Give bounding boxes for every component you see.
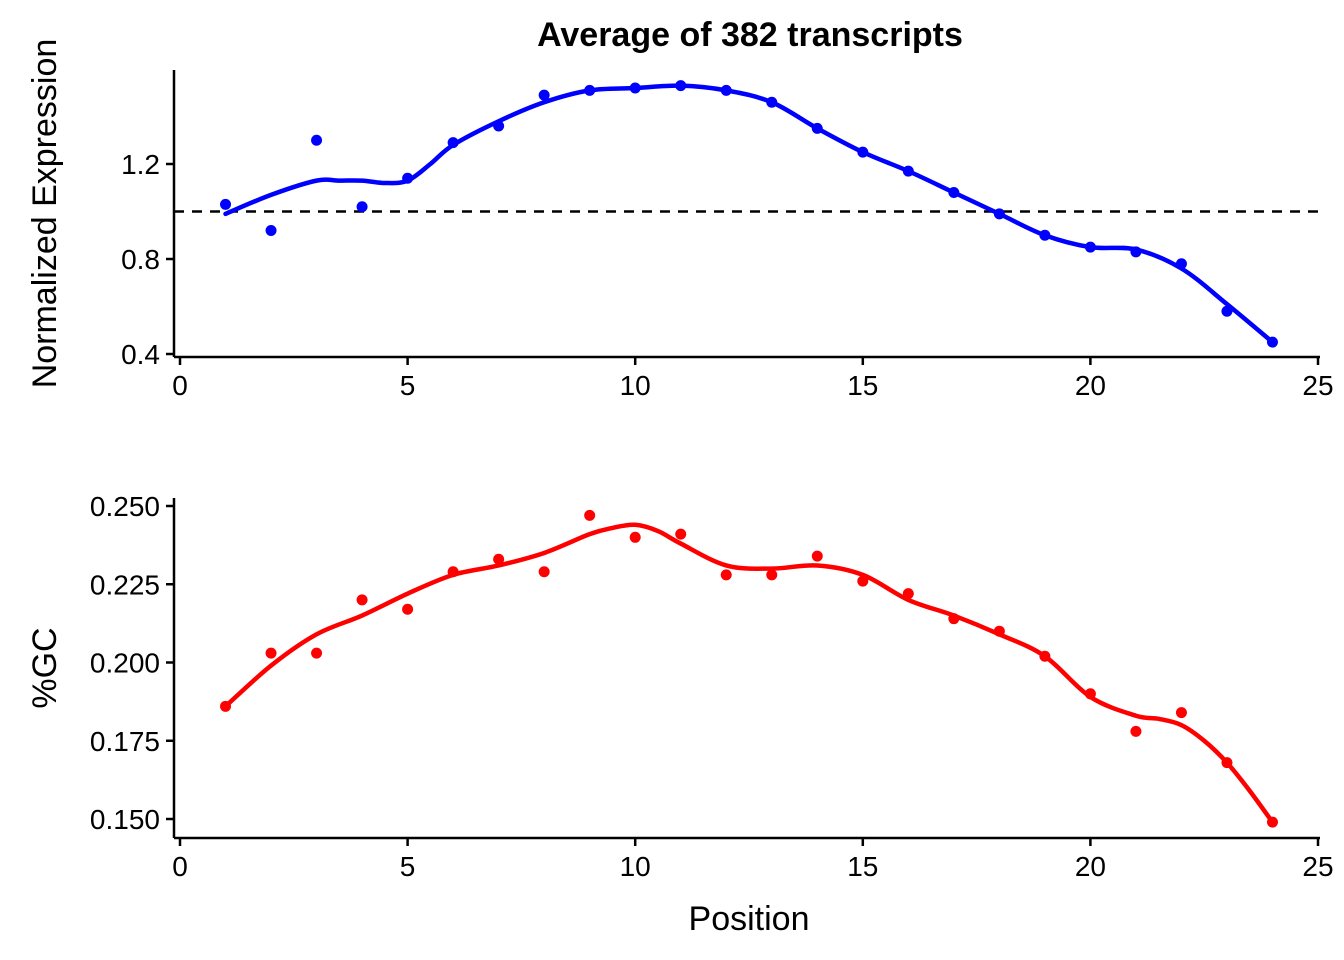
expression-data-point [629, 82, 641, 94]
chart-title: Average of 382 transcripts [537, 16, 963, 54]
expression-data-point [538, 89, 550, 101]
expression-x-tick-label: 5 [400, 370, 416, 401]
gc-y-tick-label: 0.150 [90, 804, 160, 835]
expression-y-tick-label: 0.4 [121, 339, 160, 370]
gc-data-point [311, 647, 323, 659]
expression-data-point [948, 187, 960, 198]
expression-y-tick-label: 1.2 [121, 149, 160, 180]
gc-data-point [538, 566, 550, 578]
gc-x-tick-label: 15 [847, 851, 878, 882]
gc-data-point [402, 603, 414, 615]
expression-data-point [493, 120, 505, 132]
gc-x-tick-label: 10 [620, 851, 651, 882]
gc-data-point [1084, 688, 1096, 700]
gc-data-point [265, 647, 277, 659]
gc-y-axis-title: %GC [26, 627, 64, 708]
gc-x-tick-label: 5 [400, 851, 416, 882]
expression-data-point [1175, 258, 1187, 270]
expression-data-point [1084, 241, 1096, 253]
expression-x-tick-label: 15 [847, 370, 878, 401]
gc-data-point [720, 569, 732, 581]
gc-data-point [766, 569, 778, 581]
gc-x-axis-title: Position [689, 900, 810, 938]
gc-data-point [857, 575, 869, 587]
gc-y-tick-label: 0.250 [90, 491, 160, 522]
gc-data-point [675, 528, 687, 540]
expression-data-point [675, 80, 687, 92]
expression-y-axis-title: Normalized Expression [26, 39, 64, 389]
gc-data-point [493, 553, 505, 565]
gc-y-tick-label: 0.200 [90, 648, 160, 679]
gc-data-point [993, 625, 1005, 637]
gc-data-point [629, 531, 641, 543]
gc-data-point [356, 594, 368, 606]
expression-x-tick-label: 10 [620, 370, 651, 401]
gc-data-point [1266, 816, 1278, 828]
gc-data-point [584, 509, 596, 521]
gc-y-tick-label: 0.175 [90, 726, 160, 757]
gc-x-tick-label: 20 [1075, 851, 1106, 882]
gc-x-tick-label: 25 [1302, 851, 1333, 882]
gc-data-point [902, 588, 914, 600]
expression-data-point [811, 122, 823, 134]
expression-data-point [1039, 229, 1051, 241]
expression-data-point [356, 201, 368, 213]
gc-data-point [1221, 757, 1233, 769]
gc-panel: 0 5 10 15 20 25 0.150 0.175 0.200 0.225 0.250 %GC Po… [26, 491, 1334, 938]
expression-data-point [265, 225, 277, 236]
expression-data-point [1266, 336, 1278, 348]
expression-x-tick-label: 25 [1302, 370, 1333, 401]
expression-data-point [766, 96, 778, 108]
gc-data-point [1175, 707, 1187, 719]
expression-data-point [720, 84, 732, 96]
expression-data-point [1221, 305, 1233, 317]
expression-data-point [1130, 246, 1142, 258]
expression-data-point [220, 198, 232, 210]
expression-panel: 0 5 10 15 20 25 0.4 0.8 1.2 Normalized Expression [26, 39, 1334, 401]
gc-data-point [1130, 725, 1142, 737]
expression-x-tick-label: 20 [1075, 370, 1106, 401]
gc-data-point [447, 566, 459, 578]
gc-data-point [1039, 650, 1051, 662]
expression-data-point [857, 146, 869, 158]
expression-data-point [447, 137, 459, 149]
expression-y-tick-label: 0.8 [121, 244, 160, 275]
gc-data-point [811, 550, 823, 562]
expression-data-point [584, 84, 596, 96]
gc-data-point [220, 700, 232, 712]
expression-data-point [311, 134, 323, 146]
gc-y-tick-label: 0.225 [90, 569, 160, 600]
gc-x-tick-label: 0 [172, 851, 188, 882]
expression-data-point [902, 165, 914, 177]
expression-data-point [402, 172, 414, 184]
expression-x-tick-label: 0 [172, 370, 188, 401]
gc-data-point [948, 613, 960, 625]
gc-smooth-line [223, 522, 1275, 825]
expression-data-point [993, 208, 1005, 220]
